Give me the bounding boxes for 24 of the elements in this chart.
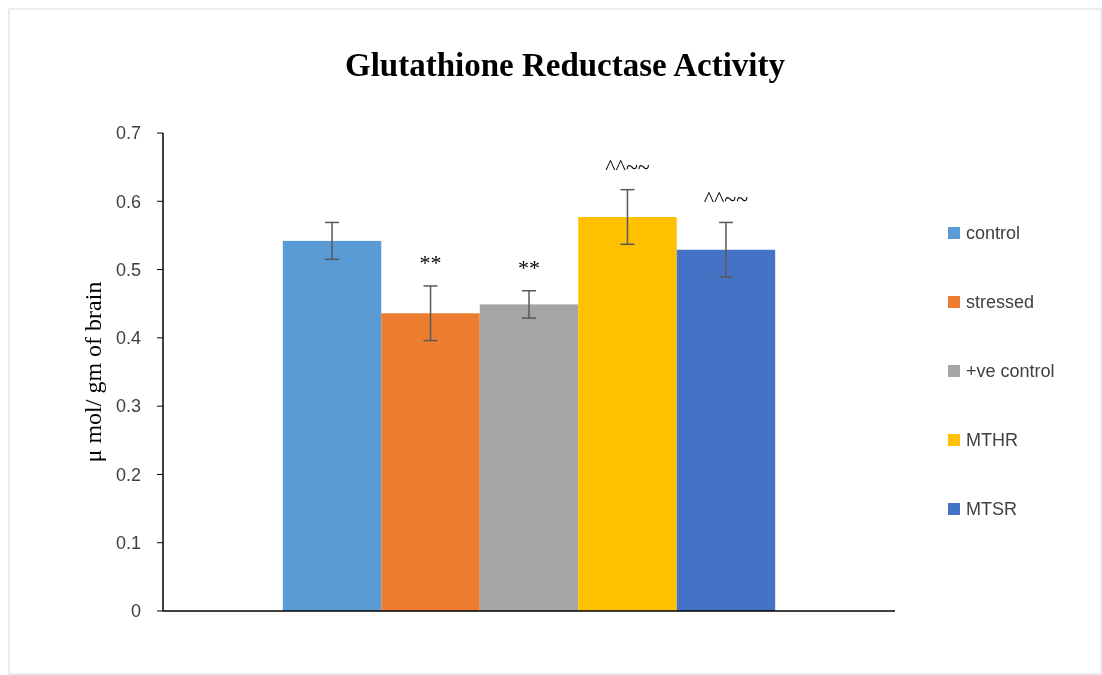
annotation: ** <box>518 254 540 280</box>
legend-label: +ve control <box>966 361 1055 382</box>
y-tick-label: 0.6 <box>115 191 141 212</box>
bar <box>676 249 776 611</box>
legend-label: MTSR <box>966 499 1017 520</box>
chart-title: Glutathione Reductase Activity <box>345 47 786 83</box>
y-tick-label: 0.2 <box>115 464 141 485</box>
y-tick-label: 0.5 <box>115 259 141 280</box>
bar <box>381 313 480 611</box>
annotation: ^^~~ <box>703 186 749 212</box>
legend-label: control <box>966 223 1021 244</box>
legend-label: stressed <box>966 292 1035 313</box>
y-tick-label: 0.3 <box>115 396 141 417</box>
bar <box>578 216 677 611</box>
y-axis-title: μ mol/ gm of brain <box>80 281 106 463</box>
y-tick-label: 0.7 <box>115 123 141 144</box>
legend-label: MTHR <box>966 430 1018 451</box>
y-tick-label: 0.1 <box>115 533 141 554</box>
y-tick-label: 0 <box>130 601 141 622</box>
bar <box>282 240 382 611</box>
annotation: ** <box>419 249 442 275</box>
bar <box>479 304 579 611</box>
annotation: ^^~~ <box>605 153 650 179</box>
y-tick-label: 0.4 <box>115 328 141 349</box>
